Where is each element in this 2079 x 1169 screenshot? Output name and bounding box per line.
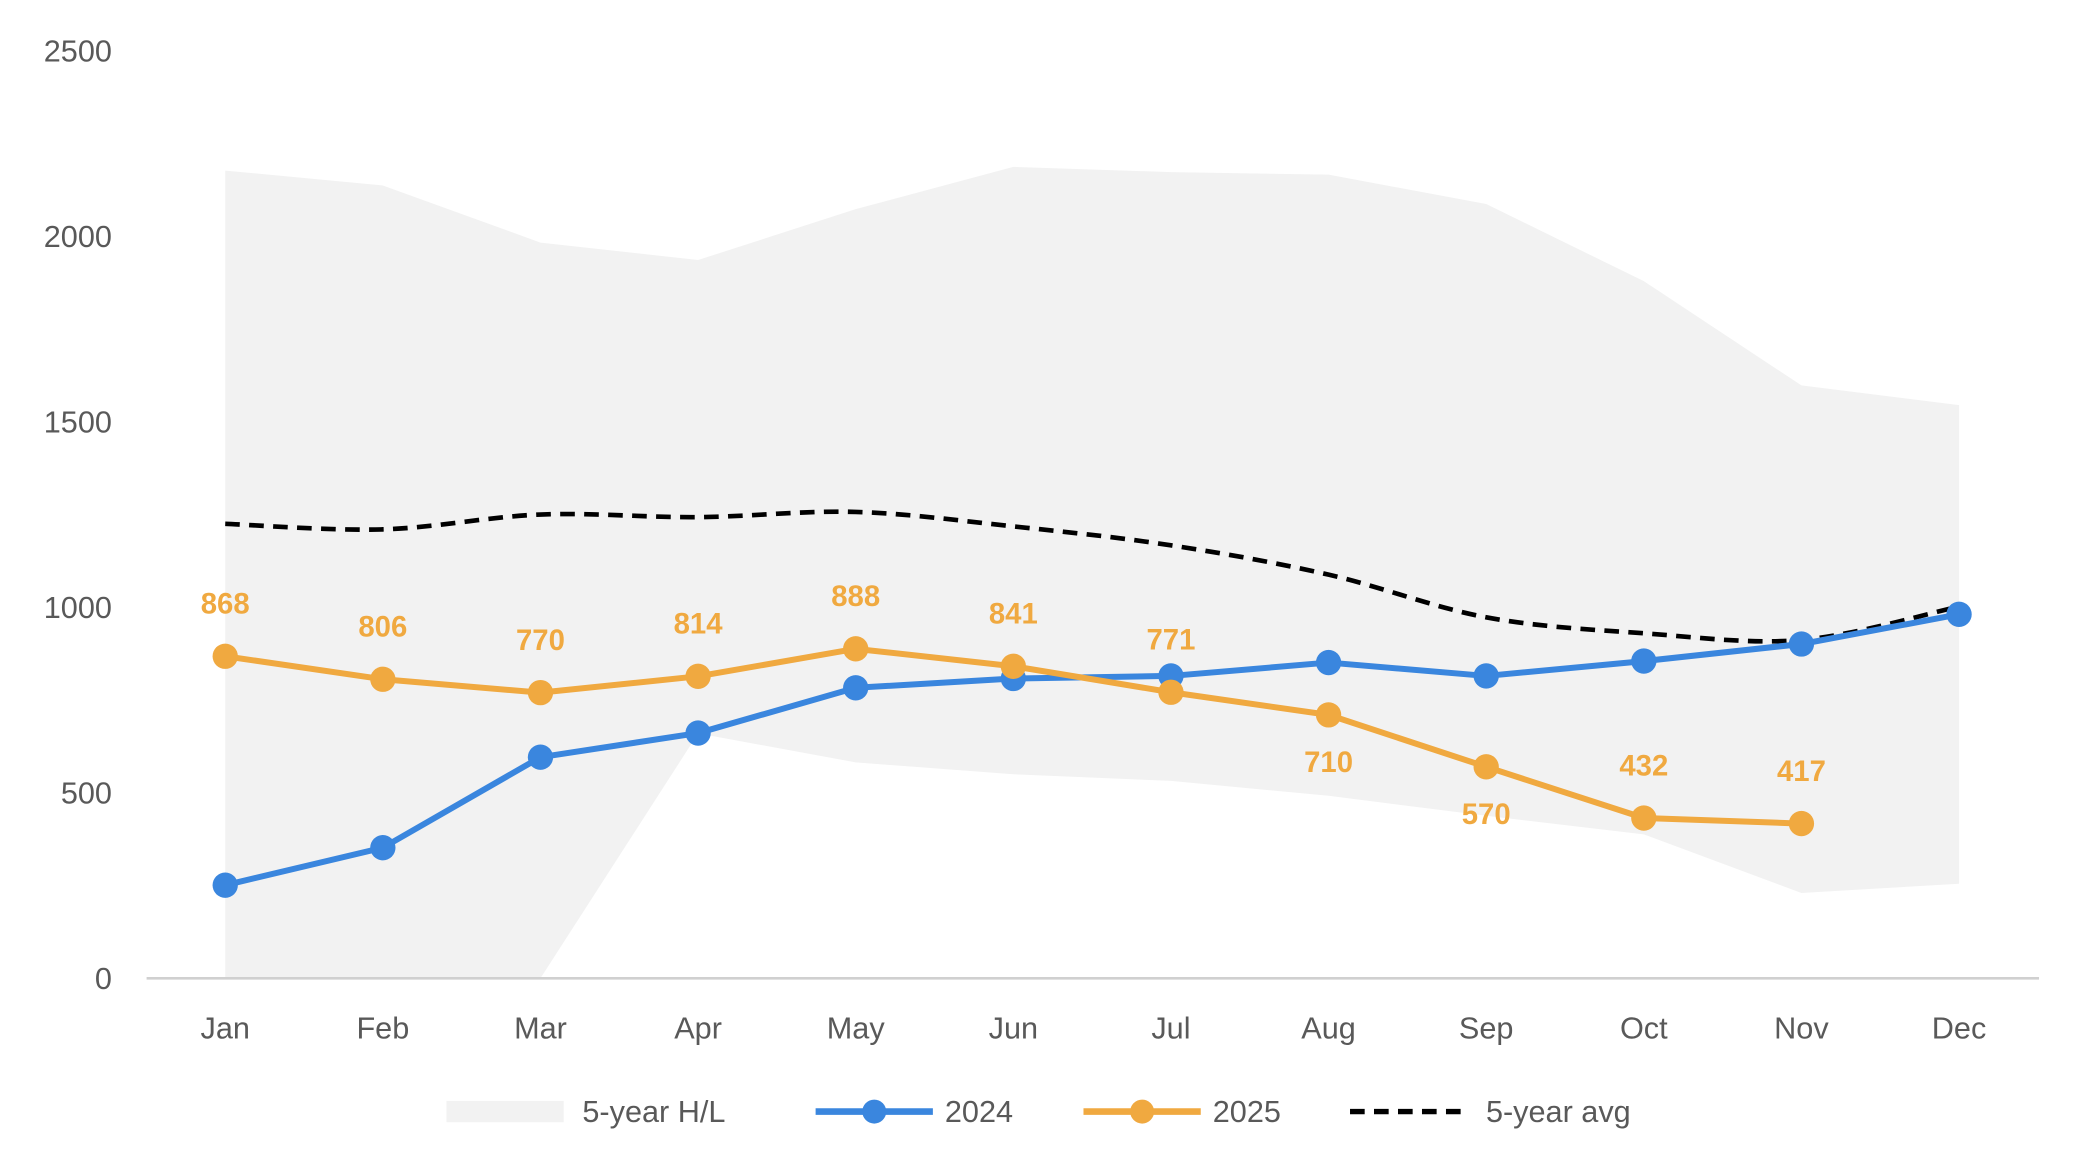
x-tick-label: May — [827, 1011, 886, 1045]
data-labels: 868 806 770 814 888 841 771 710 570 432 417 — [201, 580, 1826, 831]
x-tick-label: Jul — [1151, 1011, 1190, 1045]
y-tick-label: 500 — [61, 776, 112, 810]
data-label-2025: 770 — [516, 624, 565, 657]
y-tick-label: 1500 — [44, 405, 112, 439]
band-5-year-high-low — [225, 166, 1960, 979]
x-tick-label: Mar — [514, 1011, 567, 1045]
data-point-2024 — [212, 872, 238, 898]
data-label-2025: 868 — [201, 588, 250, 621]
x-tick-label: Nov — [1774, 1011, 1829, 1045]
data-point-2024 — [1946, 601, 1972, 627]
data-label-2025: 814 — [674, 608, 724, 641]
x-tick-label: Jan — [201, 1011, 250, 1045]
data-point-2025 — [685, 663, 711, 689]
series-line-5-year-avg — [225, 509, 1960, 644]
data-point-2025 — [1473, 754, 1499, 780]
x-tick-label: Jun — [989, 1011, 1038, 1045]
y-tick-label: 2500 — [44, 34, 112, 68]
x-axis-ticks: Jan Feb Mar Apr May Jun Jul Aug Sep Oct Nov Dec — [201, 1011, 1987, 1045]
data-label-2025: 710 — [1304, 746, 1353, 779]
legend: 5-year H/L 2024 2025 5-year avg — [446, 1095, 1631, 1129]
y-axis-ticks: 0 500 1000 1500 2000 2500 — [44, 34, 112, 996]
data-point-2024 — [1315, 649, 1342, 676]
legend-label-avg: 5-year avg — [1486, 1095, 1631, 1129]
x-tick-label: Oct — [1620, 1011, 1668, 1045]
data-point-2025 — [370, 666, 396, 692]
x-tick-label: Apr — [674, 1011, 722, 1045]
band-layer — [225, 166, 1960, 979]
data-point-2024 — [843, 675, 869, 701]
series-layer — [212, 509, 1972, 898]
data-point-2024 — [1631, 648, 1657, 674]
x-tick-label: Sep — [1459, 1011, 1514, 1045]
data-point-2025 — [1158, 679, 1184, 705]
data-point-2024 — [527, 744, 554, 770]
data-point-2024 — [1788, 631, 1815, 657]
x-tick-label: Feb — [356, 1011, 409, 1045]
data-point-2024 — [370, 835, 396, 861]
data-label-2025: 432 — [1619, 749, 1668, 782]
legend-swatch-band — [446, 1100, 564, 1123]
data-label-2025: 771 — [1147, 624, 1196, 657]
data-label-2025: 806 — [358, 611, 407, 644]
data-point-2025 — [1631, 805, 1657, 831]
y-tick-label: 0 — [95, 962, 112, 996]
legend-marker-2025 — [1130, 1099, 1155, 1124]
data-point-2025 — [1788, 810, 1815, 837]
data-label-2025: 888 — [831, 580, 880, 613]
legend-label-band: 5-year H/L — [582, 1095, 725, 1129]
legend-label-2025: 2025 — [1213, 1095, 1281, 1129]
legend-marker-2024 — [862, 1099, 887, 1124]
legend-label-2024: 2024 — [945, 1095, 1013, 1129]
data-point-2024 — [1473, 663, 1499, 689]
data-point-2025 — [212, 643, 238, 669]
data-point-2025 — [1000, 653, 1026, 679]
data-label-2025: 570 — [1462, 798, 1511, 831]
data-point-2025 — [527, 679, 554, 706]
data-point-2025 — [843, 636, 869, 662]
x-tick-label: Dec — [1932, 1011, 1987, 1045]
y-tick-label: 2000 — [44, 220, 112, 254]
data-label-2025: 417 — [1777, 755, 1826, 788]
data-point-2024 — [685, 720, 711, 746]
data-point-2025 — [1315, 702, 1342, 728]
y-tick-label: 1000 — [44, 591, 112, 625]
data-label-2025: 841 — [989, 598, 1038, 631]
x-tick-label: Aug — [1301, 1011, 1356, 1045]
